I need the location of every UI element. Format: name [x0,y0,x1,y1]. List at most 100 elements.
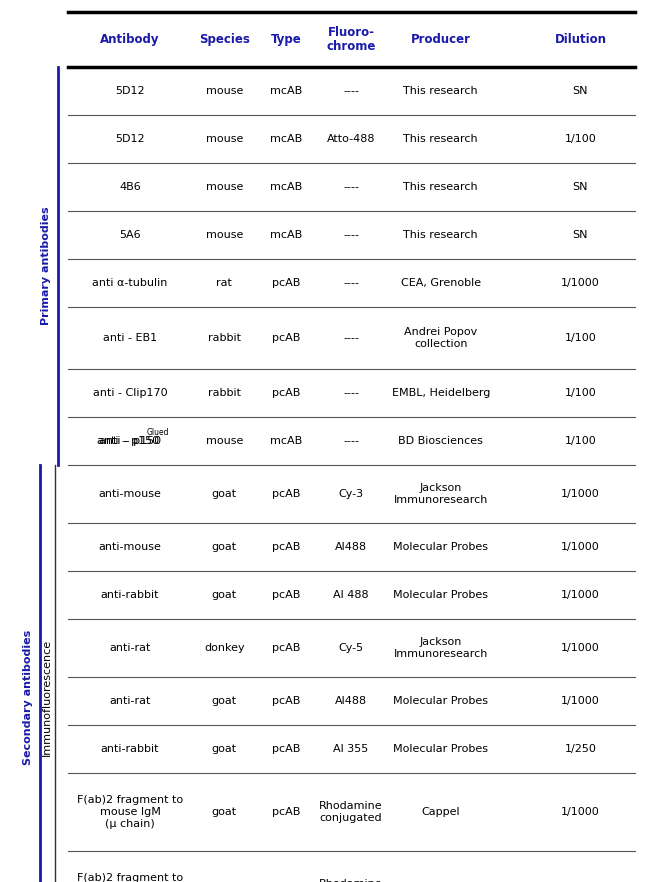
Text: mcAB: mcAB [270,436,302,446]
Text: Molecular Probes: Molecular Probes [393,696,488,706]
Text: anti – p150: anti – p150 [99,436,161,446]
Text: pcAB: pcAB [272,542,300,552]
Text: Rhodamine
conjugated: Rhodamine conjugated [319,801,383,823]
Text: 4B6: 4B6 [119,182,141,192]
Text: pcAB: pcAB [272,333,300,343]
Text: Al488: Al488 [335,696,367,706]
Text: mouse: mouse [205,230,243,240]
Text: goat: goat [212,542,237,552]
Text: CEA, Grenoble: CEA, Grenoble [400,278,481,288]
Text: 1/1000: 1/1000 [561,643,600,653]
Text: mouse: mouse [205,182,243,192]
Text: anti-rabbit: anti-rabbit [101,744,159,754]
Text: EMBL, Heidelberg: EMBL, Heidelberg [391,388,490,398]
Text: ----: ---- [343,230,359,240]
Text: Atto-488: Atto-488 [327,134,375,144]
Text: mcAB: mcAB [270,86,302,96]
Text: goat: goat [212,807,237,817]
Text: anti-rat: anti-rat [109,643,151,653]
Text: 1/1000: 1/1000 [561,696,600,706]
Text: 5D12: 5D12 [115,86,145,96]
Text: mouse: mouse [205,134,243,144]
Text: BD Biosciences: BD Biosciences [398,436,483,446]
Text: 1/1000: 1/1000 [561,807,600,817]
Text: Glued: Glued [147,428,169,437]
Text: 1/100: 1/100 [565,333,596,343]
Text: goat: goat [212,489,237,499]
Text: 1/250: 1/250 [564,744,597,754]
Text: pcAB: pcAB [272,278,300,288]
Text: 5D12: 5D12 [115,134,145,144]
Text: donkey: donkey [204,643,244,653]
Text: Andrei Popov
collection: Andrei Popov collection [404,327,477,348]
Text: goat: goat [212,744,237,754]
Text: Fluoro-
chrome: Fluoro- chrome [326,26,376,54]
Text: SN: SN [573,86,588,96]
Text: anti – p150: anti – p150 [98,436,159,446]
Text: mcAB: mcAB [270,230,302,240]
Text: rat: rat [216,278,232,288]
Text: Molecular Probes: Molecular Probes [393,590,488,600]
Text: 1/100: 1/100 [565,388,596,398]
Text: This research: This research [404,134,478,144]
Text: Cy-3: Cy-3 [339,489,363,499]
Text: anti-rabbit: anti-rabbit [101,590,159,600]
Text: This research: This research [404,182,478,192]
Text: mcAB: mcAB [270,134,302,144]
Text: Producer: Producer [411,33,471,46]
Text: Al 488: Al 488 [333,590,369,600]
Text: anti α-tubulin: anti α-tubulin [92,278,168,288]
Text: This research: This research [404,86,478,96]
Text: Secondary antibodies: Secondary antibodies [23,630,33,765]
Text: 5A6: 5A6 [119,230,141,240]
Text: SN: SN [573,182,588,192]
Text: goat: goat [212,590,237,600]
Text: rabbit: rabbit [208,388,240,398]
Text: F(ab)2 fragment to
mouse IgG
(γ-chain): F(ab)2 fragment to mouse IgG (γ-chain) [77,873,183,882]
Text: pcAB: pcAB [272,807,300,817]
Text: pcAB: pcAB [272,388,300,398]
Text: Molecular Probes: Molecular Probes [393,744,488,754]
Text: anti - EB1: anti - EB1 [103,333,157,343]
Text: ----: ---- [343,388,359,398]
Text: Immunofluorescence: Immunofluorescence [42,639,52,756]
Text: ----: ---- [343,278,359,288]
Text: anti-mouse: anti-mouse [99,542,161,552]
Text: pcAB: pcAB [272,590,300,600]
Text: anti - Clip170: anti - Clip170 [93,388,167,398]
Text: goat: goat [212,696,237,706]
Text: ----: ---- [343,436,359,446]
Text: Al 355: Al 355 [333,744,369,754]
Text: ----: ---- [343,333,359,343]
Text: anti-mouse: anti-mouse [99,489,161,499]
Text: 1/1000: 1/1000 [561,489,600,499]
Text: anti-rat: anti-rat [109,696,151,706]
Text: Al488: Al488 [335,542,367,552]
Text: ----: ---- [343,182,359,192]
Text: mcAB: mcAB [270,182,302,192]
Text: Primary antibodies: Primary antibodies [41,206,51,325]
Text: pcAB: pcAB [272,696,300,706]
Text: 1/1000: 1/1000 [561,590,600,600]
Text: 1/1000: 1/1000 [561,542,600,552]
Text: 1/100: 1/100 [565,436,596,446]
Text: This research: This research [404,230,478,240]
Text: SN: SN [573,230,588,240]
Text: pcAB: pcAB [272,744,300,754]
Text: Jackson
Immunoresearch: Jackson Immunoresearch [393,483,488,505]
Text: 1/100: 1/100 [565,134,596,144]
Text: Dilution: Dilution [554,33,606,46]
Text: Cappel: Cappel [421,807,460,817]
Text: Molecular Probes: Molecular Probes [393,542,488,552]
Text: pcAB: pcAB [272,489,300,499]
Text: rabbit: rabbit [208,333,240,343]
Text: 1/1000: 1/1000 [561,278,600,288]
Text: mouse: mouse [205,86,243,96]
Text: Species: Species [199,33,250,46]
Text: mouse: mouse [205,436,243,446]
Text: ----: ---- [343,86,359,96]
Text: F(ab)2 fragment to
mouse IgM
(μ chain): F(ab)2 fragment to mouse IgM (μ chain) [77,796,183,828]
Text: Cy-5: Cy-5 [339,643,363,653]
Text: Type: Type [270,33,302,46]
Text: Antibody: Antibody [100,33,160,46]
